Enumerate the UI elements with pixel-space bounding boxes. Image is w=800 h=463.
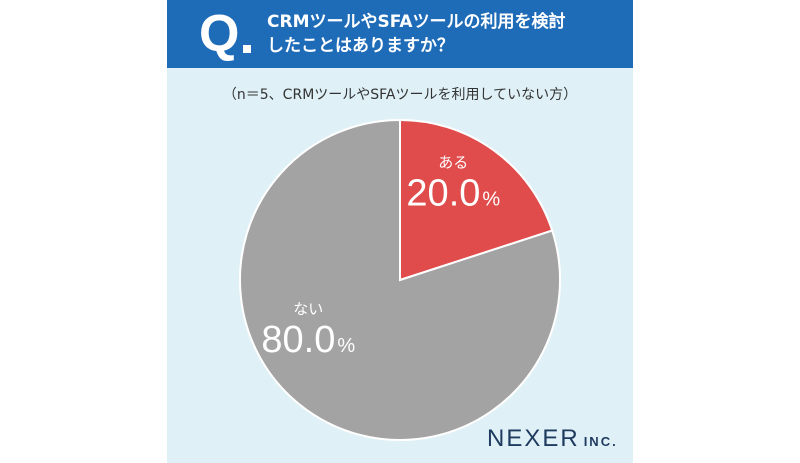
pie-label-0: ある [438, 154, 468, 172]
pie-value-1: 80.0% [261, 319, 355, 361]
pie-slice-0 [399, 118, 554, 282]
brand-logo: NEXER INC. [487, 425, 618, 453]
question-line-2: したことはありますか？ [267, 36, 454, 56]
pie-value-0: 20.0% [406, 173, 500, 215]
brand-suffix: INC. [583, 434, 618, 449]
q-mark: Q [199, 5, 240, 63]
question-text: CRMツールやSFAツールの利用を検討 したことはありますか？ [267, 10, 627, 58]
survey-card: Q CRMツールやSFAツールの利用を検討 したことはありますか？ （n＝5、C… [167, 0, 633, 463]
pie-label-1: ない [293, 300, 323, 318]
q-dot [243, 45, 251, 53]
question-header: Q CRMツールやSFAツールの利用を検討 したことはありますか？ [167, 0, 633, 68]
sample-note: （n＝5、CRMツールやSFAツールを利用していない方） [222, 87, 578, 103]
brand-name: NEXER [487, 425, 580, 452]
pie-slice-1 [239, 118, 561, 441]
question-line-1: CRMツールやSFAツールの利用を検討 [267, 12, 566, 32]
